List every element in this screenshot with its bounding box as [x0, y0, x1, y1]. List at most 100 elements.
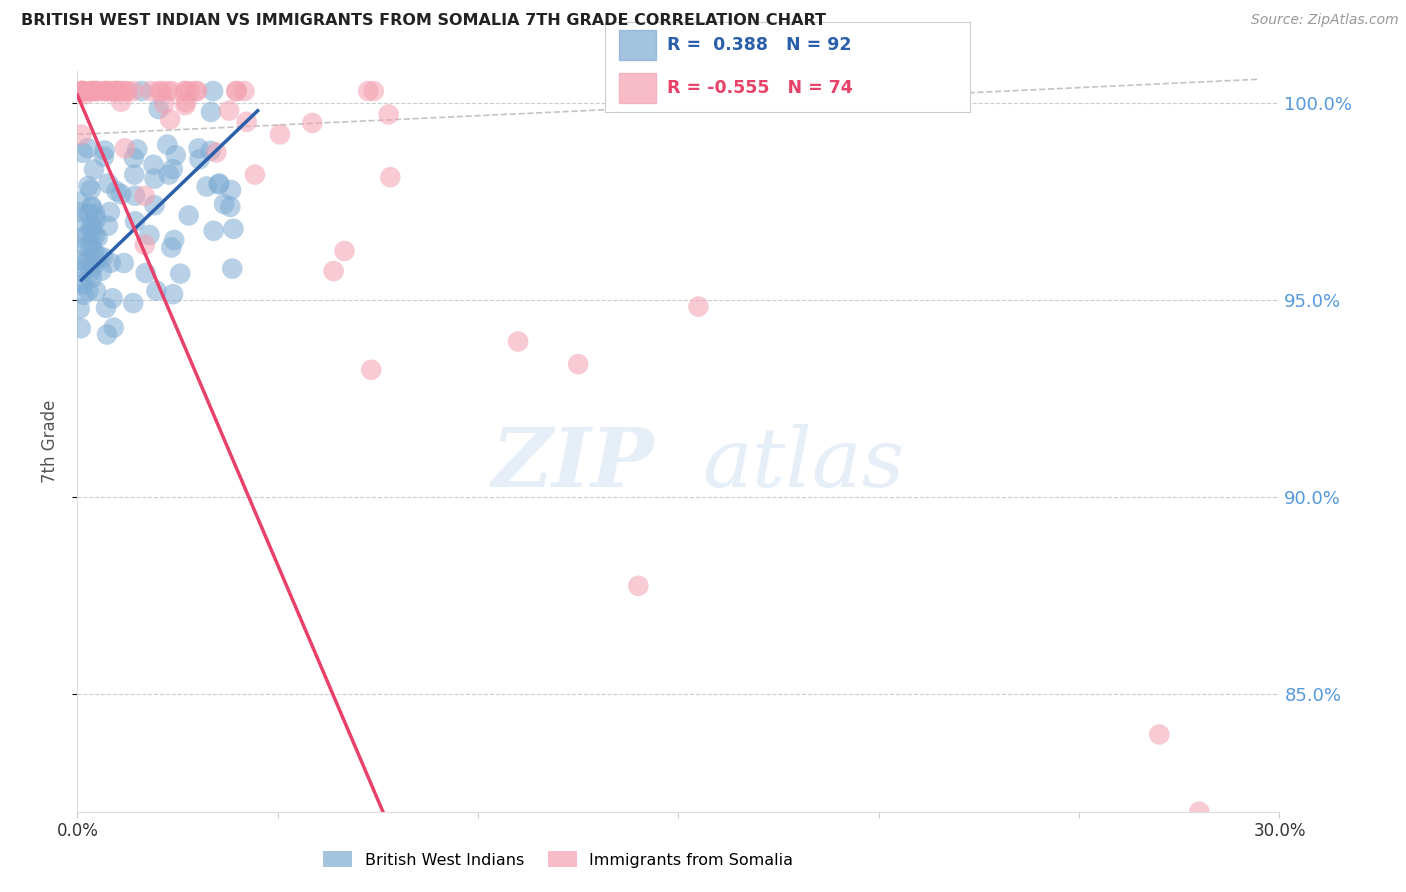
Point [84, 228, 107, 243]
Point [105, 84, 128, 98]
Point [160, 240, 183, 254]
Point [124, 214, 146, 228]
Point [75, 263, 97, 277]
Point [93, 84, 115, 98]
Point [89, 250, 111, 264]
Point [84, 284, 107, 298]
Point [72, 84, 94, 98]
Point [90, 263, 112, 277]
Point [688, 300, 710, 314]
Point [121, 84, 143, 98]
Point [103, 320, 125, 334]
Point [174, 84, 197, 98]
Point [80, 84, 103, 98]
Point [82, 227, 104, 241]
Bar [619, 30, 655, 60]
Point [159, 112, 181, 127]
Point [77, 284, 100, 298]
Point [97, 219, 120, 233]
Point [200, 105, 222, 120]
Point [110, 187, 132, 202]
Point [93, 150, 115, 164]
Point [87, 230, 110, 244]
Point [73, 87, 96, 102]
Point [83, 244, 105, 259]
Point [80, 220, 103, 235]
Point [142, 158, 165, 172]
Point [114, 141, 136, 155]
Point [73, 256, 96, 270]
Point [218, 103, 240, 118]
Point [96, 84, 118, 98]
Point [163, 233, 186, 247]
Point [174, 98, 197, 112]
Point [363, 84, 385, 98]
Point [105, 84, 128, 98]
Point [567, 357, 589, 371]
Point [84, 206, 107, 220]
Point [322, 264, 344, 278]
Point [70, 128, 93, 142]
Point [134, 238, 156, 252]
Point [165, 148, 187, 162]
Point [225, 84, 247, 98]
Point [187, 141, 209, 155]
Bar [619, 73, 655, 103]
Point [156, 84, 179, 98]
Point [117, 84, 139, 98]
Point [225, 84, 247, 98]
Point [75, 228, 97, 243]
Point [357, 84, 380, 98]
Point [269, 128, 291, 142]
Point [208, 177, 231, 191]
Point [67, 194, 90, 209]
Point [627, 579, 650, 593]
Point [177, 209, 200, 223]
Point [108, 84, 131, 98]
Point [72, 277, 94, 292]
Point [93, 144, 115, 158]
Point [200, 144, 222, 158]
Point [153, 96, 176, 111]
Point [235, 115, 257, 129]
Point [67, 275, 90, 289]
Point [219, 183, 242, 197]
Point [72, 145, 94, 160]
Point [101, 291, 124, 305]
Point [169, 267, 191, 281]
Point [67, 253, 90, 268]
Point [82, 200, 104, 214]
Point [94, 84, 117, 98]
Point [243, 168, 266, 182]
Point [91, 250, 114, 264]
Point [77, 207, 100, 221]
Text: BRITISH WEST INDIAN VS IMMIGRANTS FROM SOMALIA 7TH GRADE CORRELATION CHART: BRITISH WEST INDIAN VS IMMIGRANTS FROM S… [21, 13, 827, 29]
Point [127, 143, 149, 157]
Point [76, 141, 98, 155]
Point [70, 84, 93, 98]
Point [124, 168, 146, 182]
Point [82, 218, 104, 232]
Point [173, 84, 195, 98]
Point [122, 151, 145, 165]
Point [105, 184, 128, 198]
Point [377, 107, 399, 121]
Point [67, 205, 90, 219]
Point [79, 265, 101, 279]
Point [205, 145, 228, 160]
Point [70, 84, 93, 98]
Point [143, 198, 166, 212]
Point [360, 363, 382, 377]
Point [222, 222, 245, 236]
Point [219, 200, 242, 214]
Point [202, 84, 225, 98]
Point [174, 95, 197, 110]
Point [148, 102, 170, 116]
Point [380, 170, 402, 185]
Point [195, 179, 218, 194]
Point [100, 256, 122, 270]
Point [333, 244, 356, 258]
Point [135, 266, 157, 280]
Point [83, 260, 105, 274]
Point [233, 84, 256, 98]
